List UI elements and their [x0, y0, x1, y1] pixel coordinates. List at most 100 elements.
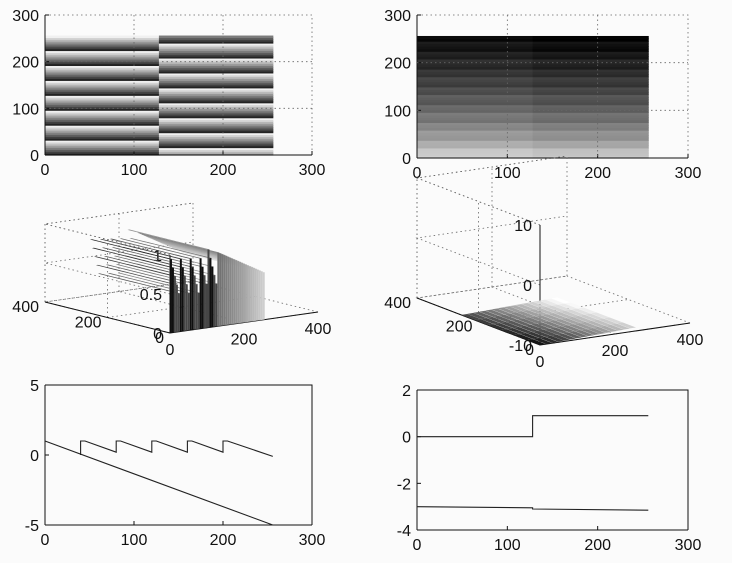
image-stripe [158, 67, 274, 70]
image-row [532, 43, 649, 47]
image-stripe [45, 108, 160, 111]
surface-patch [129, 270, 140, 273]
image-row [417, 140, 534, 144]
surface-patch [143, 244, 154, 247]
surface-patch [161, 267, 172, 270]
image-stripe [158, 102, 274, 106]
image-stripe [45, 130, 160, 134]
surface-front-face [235, 260, 238, 324]
surface-patch [125, 274, 136, 278]
surface-patch [138, 251, 148, 254]
image-stripe [158, 69, 274, 72]
z-tick-label: 0 [523, 278, 532, 295]
image-stripe [158, 57, 274, 61]
image-row [532, 61, 649, 65]
surface-patch [119, 249, 130, 252]
image-stripe [45, 147, 160, 150]
surface-patch [127, 272, 138, 276]
z-gridline [44, 202, 194, 256]
surface-patch [461, 314, 481, 320]
surface-patch [177, 260, 188, 264]
panel-bottom-right-line: 0 100 200 300 -4 -2 0 2 [397, 383, 702, 554]
y-tick-label: 0 [155, 330, 164, 347]
surface-patch [543, 328, 563, 335]
x-tick-label: 100 [494, 537, 521, 554]
surface-patch [147, 261, 158, 264]
surface-patch [147, 250, 158, 254]
surface-front-face [211, 266, 214, 328]
image-row [532, 56, 649, 60]
image-row [532, 41, 649, 45]
surface-patch [119, 238, 130, 241]
image-stripe [45, 113, 160, 117]
surface-front-face [250, 267, 253, 322]
surface-front-face [193, 275, 196, 330]
surface-patch [555, 326, 575, 333]
surface-patch [119, 270, 130, 274]
image-stripe [45, 74, 160, 78]
image-stripe [158, 104, 274, 108]
surface-front-face [252, 267, 255, 322]
surface-patch [183, 243, 194, 246]
image-row [417, 114, 534, 118]
surface [461, 297, 636, 345]
image-stripe [158, 52, 274, 55]
x-tick-label: 0 [41, 532, 50, 549]
surface-patch [185, 251, 196, 255]
image-stripe [45, 112, 160, 115]
surface-patch [123, 255, 134, 258]
image-stripe [158, 97, 274, 100]
surface-patch [566, 316, 586, 323]
surface-patch [550, 334, 570, 341]
surface-patch [111, 268, 122, 272]
surface-patch [105, 275, 116, 278]
surface-patch [161, 246, 172, 249]
surface-patch [135, 263, 146, 267]
surface-patch [530, 323, 550, 330]
image-row [532, 71, 649, 75]
image-row [532, 69, 649, 73]
surface [90, 229, 265, 333]
series-2-line [416, 506, 649, 511]
image-row [532, 122, 649, 126]
surface-patch [177, 249, 188, 253]
surface-patch [506, 327, 526, 334]
image-stripe [45, 149, 160, 152]
surface-patch [181, 267, 192, 270]
surface-patch [493, 322, 513, 329]
surface-patch [139, 248, 150, 252]
surface-patch [193, 253, 204, 257]
surface-front-face [241, 262, 244, 323]
image-stripe [45, 95, 160, 98]
series-1-line [417, 415, 649, 438]
surface-patch [149, 270, 160, 273]
surface-front-face [223, 255, 226, 326]
image-stripe [158, 63, 274, 66]
surface-patch [571, 308, 591, 315]
image-stripe [45, 67, 160, 70]
surface-patch [143, 265, 154, 269]
x-tick-label: 100 [121, 532, 148, 549]
y-tick-label: 100 [12, 101, 39, 118]
image-stripe [158, 89, 274, 93]
surface-patch [597, 318, 617, 325]
image-stripe [158, 76, 274, 80]
surface-front-face [209, 257, 212, 328]
surface-front-face [227, 256, 230, 325]
surface-patch [127, 229, 138, 232]
z-tick-label: -10 [509, 338, 532, 355]
surface-patch [130, 249, 140, 252]
surface-patch [157, 250, 168, 253]
image-row [532, 127, 649, 131]
surface-patch [167, 250, 178, 253]
surface-patch [121, 257, 132, 260]
image-stripe [158, 84, 274, 87]
image-row [417, 53, 534, 57]
image-row [417, 124, 534, 129]
x-tick-label: 200 [210, 162, 237, 179]
surface-patch [139, 280, 150, 284]
image-row [532, 137, 649, 141]
surface-patch [117, 262, 128, 265]
surface-patch [534, 308, 554, 314]
image-row [417, 94, 534, 98]
